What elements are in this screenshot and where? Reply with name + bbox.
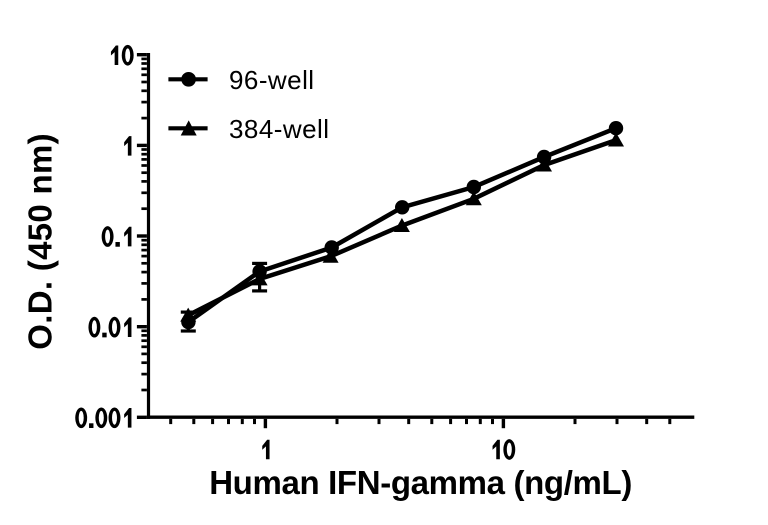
svg-text:O.D. (450 nm): O.D. (450 nm) bbox=[22, 133, 59, 350]
svg-text:96-well: 96-well bbox=[229, 65, 315, 95]
svg-text:384-well: 384-well bbox=[229, 114, 329, 144]
svg-text:Human IFN-gamma (ng/mL): Human IFN-gamma (ng/mL) bbox=[209, 464, 632, 501]
